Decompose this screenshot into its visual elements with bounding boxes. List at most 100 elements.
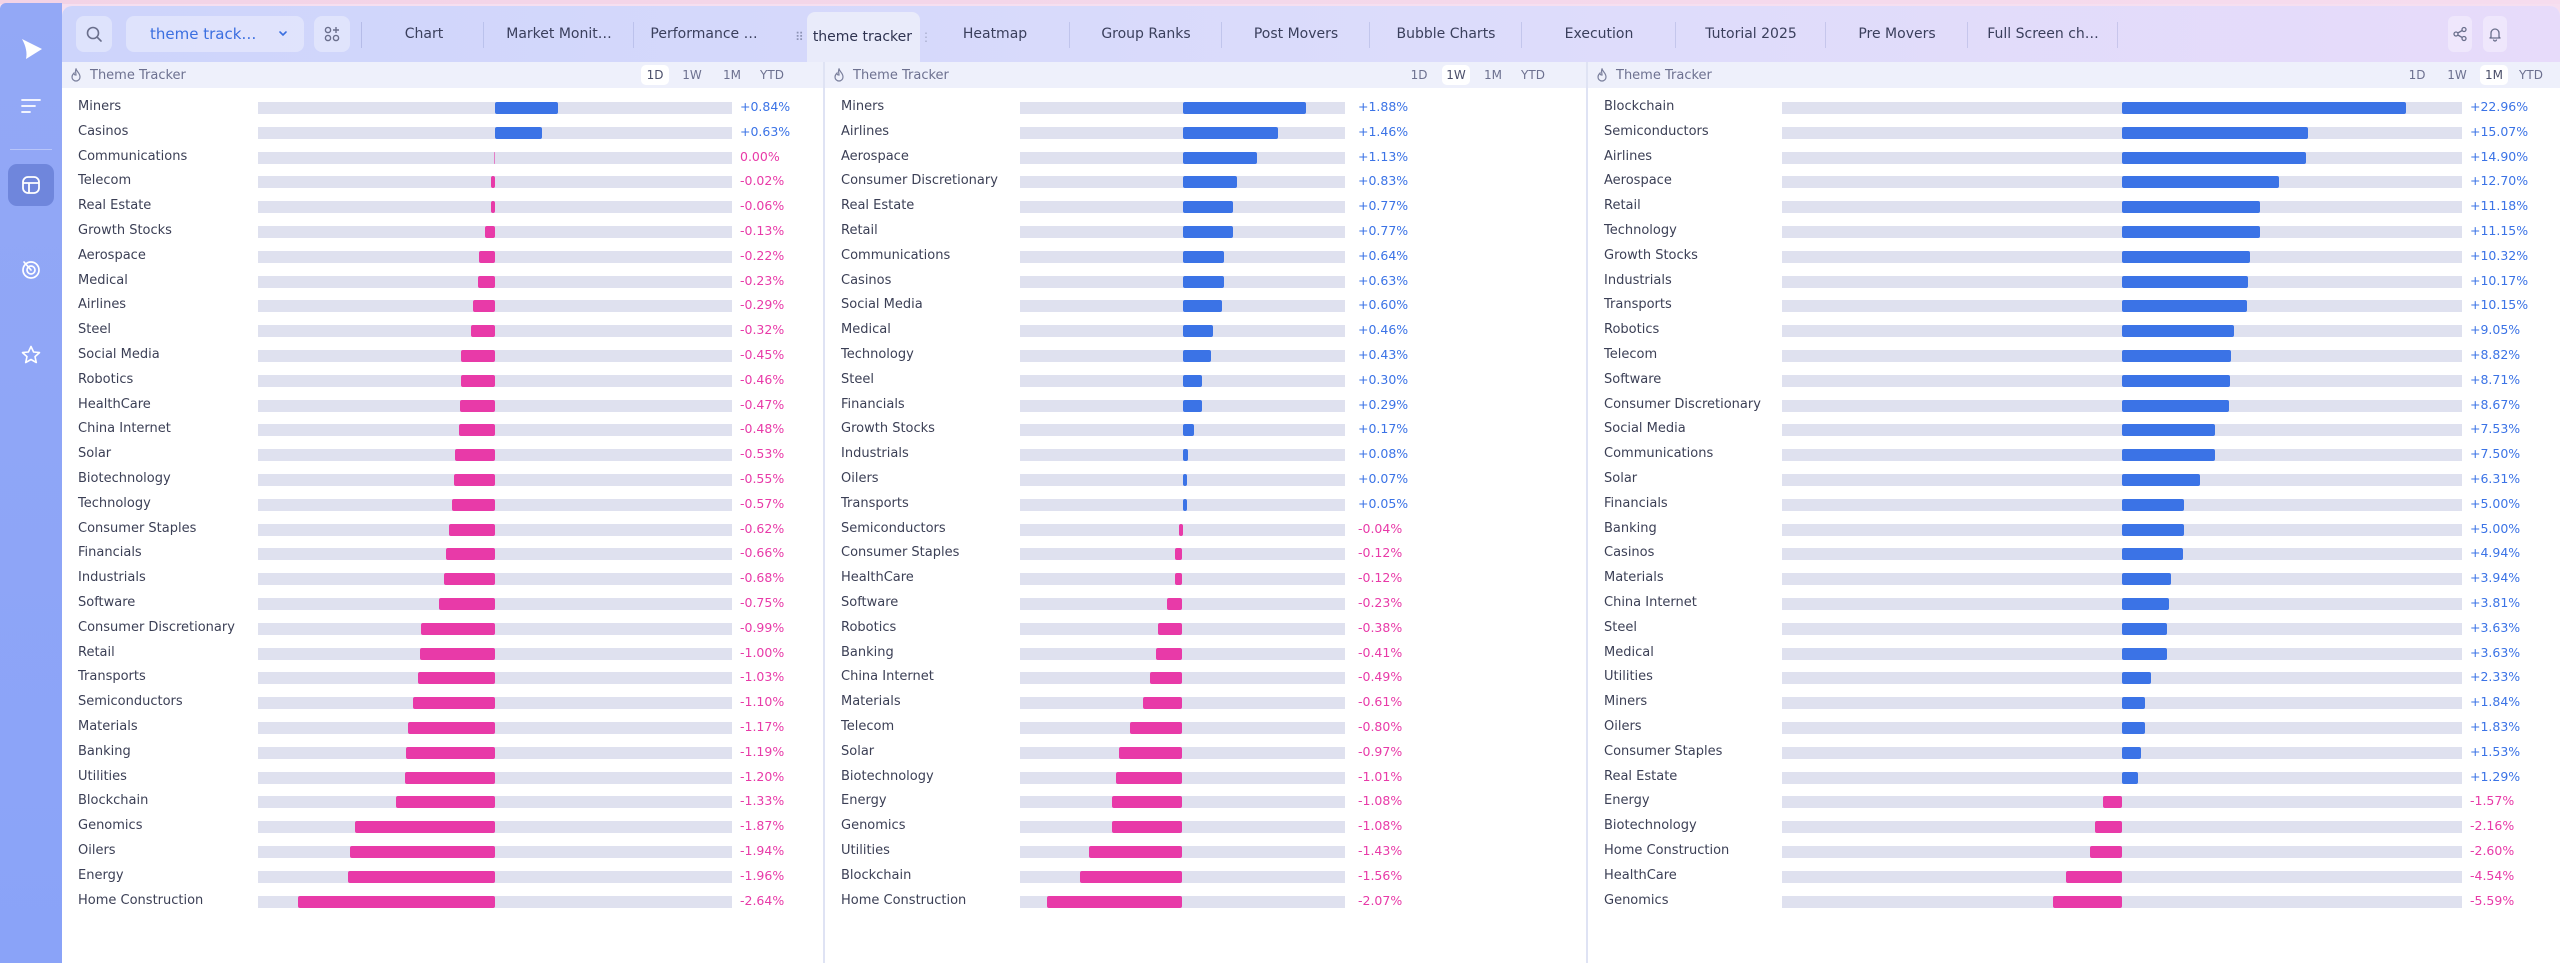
share-button[interactable] [2448, 16, 2472, 52]
range-1w[interactable]: 1W [682, 68, 702, 82]
theme-row[interactable]: Blockchain -1.33% [62, 790, 823, 815]
theme-row[interactable]: Consumer Staples -0.62% [62, 518, 823, 543]
theme-row[interactable]: Materials -1.17% [62, 716, 823, 741]
theme-row[interactable]: Banking +5.00% [1588, 518, 2560, 543]
theme-row[interactable]: Miners +0.84% [62, 96, 823, 121]
theme-row[interactable]: Transports +0.05% [825, 493, 1586, 518]
theme-row[interactable]: Consumer Staples +1.53% [1588, 741, 2560, 766]
theme-row[interactable]: Genomics -1.87% [62, 815, 823, 840]
theme-row[interactable]: Casinos +0.63% [62, 121, 823, 146]
layout-select[interactable]: theme track… [126, 16, 304, 52]
theme-row[interactable]: Communications +7.50% [1588, 443, 2560, 468]
star-icon[interactable] [0, 337, 62, 373]
theme-row[interactable]: Industrials -0.68% [62, 567, 823, 592]
theme-row[interactable]: Utilities +2.33% [1588, 666, 2560, 691]
theme-row[interactable]: Solar +6.31% [1588, 468, 2560, 493]
range-1d[interactable]: 1D [2408, 68, 2426, 82]
theme-row[interactable]: Energy -1.08% [825, 790, 1586, 815]
tab-bubble-charts[interactable]: Bubble Charts [1370, 6, 1522, 62]
theme-row[interactable]: Growth Stocks -0.13% [62, 220, 823, 245]
tab-full-screen-chart[interactable]: Full Screen ch… [1968, 6, 2118, 62]
theme-row[interactable]: Telecom -0.80% [825, 716, 1586, 741]
theme-row[interactable]: Robotics -0.46% [62, 369, 823, 394]
theme-row[interactable]: Materials -0.61% [825, 691, 1586, 716]
theme-row[interactable]: Robotics -0.38% [825, 617, 1586, 642]
theme-row[interactable]: Blockchain -1.56% [825, 865, 1586, 890]
range-ytd[interactable]: YTD [760, 68, 784, 82]
range-ytd[interactable]: YTD [2519, 68, 2543, 82]
radar-icon[interactable] [0, 251, 62, 287]
theme-row[interactable]: Solar -0.53% [62, 443, 823, 468]
theme-row[interactable]: Software -0.75% [62, 592, 823, 617]
add-widget-button[interactable] [314, 16, 350, 52]
theme-row[interactable]: Consumer Discretionary +8.67% [1588, 394, 2560, 419]
range-ytd[interactable]: YTD [1521, 68, 1545, 82]
theme-row[interactable]: Oilers +0.07% [825, 468, 1586, 493]
theme-row[interactable]: China Internet +3.81% [1588, 592, 2560, 617]
theme-row[interactable]: Genomics -1.08% [825, 815, 1586, 840]
theme-row[interactable]: Real Estate +0.77% [825, 195, 1586, 220]
theme-row[interactable]: Oilers +1.83% [1588, 716, 2560, 741]
menu-lines-icon[interactable] [0, 91, 62, 121]
theme-row[interactable]: Medical -0.23% [62, 270, 823, 295]
theme-row[interactable]: Transports -1.03% [62, 666, 823, 691]
theme-row[interactable]: Biotechnology -2.16% [1588, 815, 2560, 840]
theme-row[interactable]: Semiconductors +15.07% [1588, 121, 2560, 146]
theme-row[interactable]: Utilities -1.20% [62, 766, 823, 791]
theme-row[interactable]: Growth Stocks +10.32% [1588, 245, 2560, 270]
theme-row[interactable]: China Internet -0.48% [62, 418, 823, 443]
theme-row[interactable]: Industrials +0.08% [825, 443, 1586, 468]
theme-row[interactable]: HealthCare -0.47% [62, 394, 823, 419]
theme-row[interactable]: Airlines +14.90% [1588, 146, 2560, 171]
theme-row[interactable]: Software +8.71% [1588, 369, 2560, 394]
tab-menu-icon[interactable]: ⋮ [920, 30, 932, 44]
theme-row[interactable]: Telecom +8.82% [1588, 344, 2560, 369]
theme-row[interactable]: Genomics -5.59% [1588, 890, 2560, 915]
theme-row[interactable]: Materials +3.94% [1588, 567, 2560, 592]
theme-row[interactable]: Medical +3.63% [1588, 642, 2560, 667]
theme-row[interactable]: Medical +0.46% [825, 319, 1586, 344]
theme-row[interactable]: Real Estate +1.29% [1588, 766, 2560, 791]
theme-row[interactable]: Energy -1.96% [62, 865, 823, 890]
theme-row[interactable]: Telecom -0.02% [62, 170, 823, 195]
theme-row[interactable]: Real Estate -0.06% [62, 195, 823, 220]
theme-row[interactable]: Aerospace +12.70% [1588, 170, 2560, 195]
theme-row[interactable]: Oilers -1.94% [62, 840, 823, 865]
theme-row[interactable]: Consumer Discretionary +0.83% [825, 170, 1586, 195]
theme-row[interactable]: Solar -0.97% [825, 741, 1586, 766]
theme-row[interactable]: Home Construction -2.64% [62, 890, 823, 915]
tab-group-ranks[interactable]: Group Ranks [1070, 6, 1222, 62]
theme-row[interactable]: Banking -0.41% [825, 642, 1586, 667]
theme-row[interactable]: Banking -1.19% [62, 741, 823, 766]
tab-market-monitor[interactable]: Market Monit… [484, 6, 634, 62]
tab-tutorial-2025[interactable]: Tutorial 2025 [1676, 6, 1826, 62]
theme-row[interactable]: Semiconductors -1.10% [62, 691, 823, 716]
theme-row[interactable]: China Internet -0.49% [825, 666, 1586, 691]
range-1m[interactable]: 1M [1484, 68, 1502, 82]
theme-row[interactable]: Financials +0.29% [825, 394, 1586, 419]
search-button[interactable] [76, 16, 112, 52]
range-1w[interactable]: 1W [2447, 68, 2467, 82]
theme-row[interactable]: Airlines -0.29% [62, 294, 823, 319]
theme-row[interactable]: Casinos +4.94% [1588, 542, 2560, 567]
tab-chart[interactable]: Chart [364, 6, 484, 62]
theme-row[interactable]: Casinos +0.63% [825, 270, 1586, 295]
theme-row[interactable]: Retail -1.00% [62, 642, 823, 667]
theme-row[interactable]: Home Construction -2.60% [1588, 840, 2560, 865]
theme-row[interactable]: Growth Stocks +0.17% [825, 418, 1586, 443]
theme-row[interactable]: Retail +11.18% [1588, 195, 2560, 220]
theme-row[interactable]: Steel -0.32% [62, 319, 823, 344]
theme-row[interactable]: Transports +10.15% [1588, 294, 2560, 319]
theme-row[interactable]: HealthCare -0.12% [825, 567, 1586, 592]
panel-divider[interactable] [823, 62, 825, 963]
theme-row[interactable]: Steel +0.30% [825, 369, 1586, 394]
range-1d[interactable]: 1D [641, 65, 669, 85]
theme-row[interactable]: Industrials +10.17% [1588, 270, 2560, 295]
tab-execution[interactable]: Execution [1522, 6, 1676, 62]
theme-row[interactable]: Social Media +0.60% [825, 294, 1586, 319]
theme-row[interactable]: Aerospace +1.13% [825, 146, 1586, 171]
drag-handle-icon[interactable]: ⠿ [795, 30, 804, 44]
theme-row[interactable]: Consumer Discretionary -0.99% [62, 617, 823, 642]
theme-row[interactable]: Financials +5.00% [1588, 493, 2560, 518]
theme-row[interactable]: Airlines +1.46% [825, 121, 1586, 146]
